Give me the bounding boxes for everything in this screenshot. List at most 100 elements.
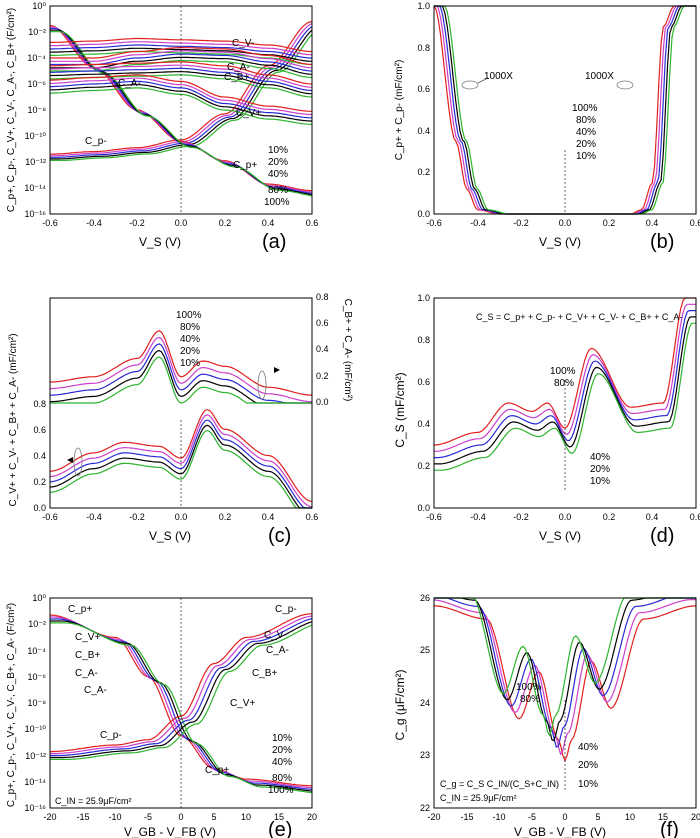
- tick-label: -0.2: [513, 218, 529, 228]
- legend-entry: 10%: [576, 151, 596, 162]
- series-line: [50, 343, 312, 404]
- panel-a: 10⁰ 10⁻² 10⁻⁴ 10⁻⁶ 10⁻⁸ 10⁻¹⁰ 10⁻¹² 10⁻¹…: [6, 1, 318, 253]
- y-axis-label: C_p+, C_p-, C_V+, C_V-, C_B+, C_A- (F/cm…: [6, 603, 17, 807]
- tick-label: 0.2: [603, 512, 616, 522]
- tick-label: -20: [43, 812, 56, 822]
- panel-d-frame: [433, 297, 697, 509]
- tick-label: 0.0: [33, 503, 46, 513]
- curve-annotation: C_V-: [232, 38, 254, 49]
- panel-e: 10⁰ 10⁻² 10⁻⁴ 10⁻⁶ 10⁻⁸ 10⁻¹⁰ 10⁻¹² 10⁻¹…: [6, 593, 317, 838]
- curve-annotation: C_p+: [68, 604, 92, 615]
- tick-label: 0.0: [175, 512, 188, 522]
- tick-label: 0.6: [316, 318, 329, 328]
- tick-label: 0.2: [603, 218, 616, 228]
- tick-label: 10⁻⁴: [27, 646, 46, 656]
- tick-label: 10⁻¹⁰: [25, 131, 47, 141]
- curve-annotation: C_A-: [84, 685, 107, 696]
- legend-entry: 80%: [268, 185, 288, 196]
- panel-e-yticks: 10⁰ 10⁻² 10⁻⁴ 10⁻⁶ 10⁻⁸ 10⁻¹⁰ 10⁻¹² 10⁻¹…: [24, 593, 46, 813]
- legend-entry: 80%: [554, 378, 574, 389]
- annotation-arrow: [477, 77, 489, 84]
- right-axis-arrow: [274, 367, 280, 373]
- tick-label: -15: [76, 812, 89, 822]
- tick-label: 0.4: [262, 218, 275, 228]
- series-line: [50, 330, 312, 396]
- legend-entry: 10%: [578, 779, 598, 790]
- x-axis-label: V_S (V): [139, 235, 181, 249]
- tick-label: 0.0: [559, 218, 572, 228]
- tick-label: 10⁻¹⁴: [24, 777, 46, 787]
- tick-label: 1.0: [417, 1, 430, 11]
- tick-label: 0.4: [646, 218, 659, 228]
- legend-entry: 100%: [550, 366, 576, 377]
- magnification-label: 1000X: [585, 71, 614, 82]
- tick-label: 10⁻⁶: [28, 672, 47, 682]
- series-line: [50, 61, 313, 85]
- panel-f-yticks: 22 23 24 25 26: [420, 593, 430, 813]
- tick-label: 0.8: [316, 292, 329, 302]
- curve-annotation: C_B+: [75, 650, 100, 661]
- panel-b-xticks: -0.6 -0.4 -0.2 0.0 0.2 0.4 0.6: [426, 218, 700, 228]
- legend-entry: 80%: [520, 694, 540, 705]
- tick-label: 0.4: [316, 344, 329, 354]
- tick-label: -10: [108, 812, 121, 822]
- tick-label: 0.2: [219, 512, 232, 522]
- legend-entry: 10%: [590, 476, 610, 487]
- series-line: [434, 597, 696, 742]
- capacitance-note: C_IN = 25.9μF/cm²: [55, 796, 131, 806]
- formula: C_S = C_p+ + C_p- + C_V+ + C_V- + C_B+ +…: [476, 312, 682, 322]
- legend-entry: 80%: [272, 773, 292, 784]
- series-line: [50, 621, 313, 759]
- legend-entry: 40%: [578, 742, 598, 753]
- panel-c-legend: 100% 80% 40% 20% 10%: [176, 310, 202, 369]
- formula: C_g = C_S C_IN/(C_S+C_IN): [440, 779, 559, 789]
- panel-b: 0.0 0.2 0.4 0.6 0.8 1.0 -0.6 -0.4 -0.2 0…: [394, 1, 700, 253]
- curve-annotation: C_A-: [266, 645, 289, 656]
- x-axis-label: V_S (V): [149, 529, 191, 543]
- tick-label: -0.6: [426, 218, 442, 228]
- tick-label: -0.4: [86, 512, 102, 522]
- curve-annotation: C_p+: [205, 765, 229, 776]
- panel-c-yticks-right: 0.0 0.2 0.4 0.6 0.8: [316, 292, 329, 407]
- tick-label: 0.4: [262, 512, 275, 522]
- tick-label: 10⁻¹⁶: [25, 803, 47, 813]
- series-line: [50, 74, 312, 112]
- tick-label: 10⁻⁸: [27, 105, 46, 115]
- tick-label: 0.2: [316, 371, 329, 381]
- tick-label: 0.4: [646, 512, 659, 522]
- legend-entry: 20%: [180, 346, 200, 357]
- tick-label: 10⁻⁴: [27, 53, 46, 63]
- panel-label: (c): [268, 525, 291, 547]
- y-axis-label: C_V+ + C_V- + C_B+ + C_A- (mF/cm²): [8, 333, 19, 506]
- y-axis-label: C_g (μF/cm²): [393, 670, 407, 741]
- tick-label: 10: [241, 812, 251, 822]
- panel-b-yticks: 0.0 0.2 0.4 0.6 0.8 1.0: [417, 1, 430, 219]
- curve-annotation: C_A-: [118, 78, 141, 89]
- tick-label: -20: [427, 812, 440, 822]
- x-axis-label: V_GB - V_FB (V): [124, 825, 216, 838]
- legend-entry: 40%: [590, 452, 610, 463]
- legend-entry: 10%: [180, 358, 200, 369]
- curve-annotation: C_B+: [224, 72, 249, 83]
- tick-label: 15: [658, 812, 668, 822]
- tick-label: 0.2: [33, 477, 46, 487]
- tick-label: 0.6: [306, 218, 319, 228]
- panel-f-frame: [433, 597, 697, 809]
- tick-label: 0.6: [306, 512, 319, 522]
- tick-label: 0: [178, 812, 183, 822]
- series-line: [50, 356, 312, 404]
- tick-label: -0.6: [42, 512, 58, 522]
- x-axis-label: V_GB - V_FB (V): [514, 825, 606, 838]
- series-line: [49, 429, 312, 509]
- tick-label: 24: [420, 698, 430, 708]
- curve-annotation: C_A-: [227, 62, 250, 73]
- y-axis-label: C_p+ + C_p- (mF/cm²): [394, 60, 405, 161]
- tick-label: 0.2: [417, 167, 430, 177]
- tick-label: 10⁻²: [28, 27, 46, 37]
- tick-label: -0.4: [86, 218, 102, 228]
- x-axis-label: V_S (V): [539, 235, 581, 249]
- panel-c-xticks: -0.6 -0.4 -0.2 0.0 0.2 0.4 0.6: [42, 512, 318, 522]
- panel-a-xticks: -0.6 -0.4 -0.2 0.0 0.2 0.4 0.6: [42, 218, 318, 228]
- tick-label: -0.6: [42, 218, 58, 228]
- curve-annotation: C_A-: [75, 668, 98, 679]
